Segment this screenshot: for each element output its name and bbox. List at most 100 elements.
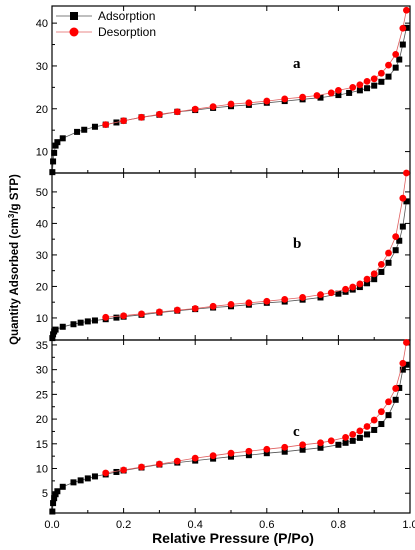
adsorption-point bbox=[52, 142, 59, 149]
x-tick-label: 0.0 bbox=[44, 519, 59, 531]
desorption-point bbox=[191, 105, 199, 113]
panel-label-c: c bbox=[293, 424, 300, 440]
adsorption-point bbox=[335, 441, 342, 448]
desorption-point bbox=[399, 194, 407, 202]
desorption-point bbox=[327, 89, 335, 97]
y-tick-label: 10 bbox=[36, 147, 48, 159]
desorption-point bbox=[299, 294, 306, 301]
y-tick-label: 30 bbox=[36, 61, 48, 73]
legend-label-desorption: Desorption bbox=[98, 25, 156, 39]
desorption-point bbox=[138, 113, 145, 121]
desorption-point bbox=[317, 439, 324, 447]
adsorption-point bbox=[378, 421, 385, 428]
chart-legend: Adsorption Desorption bbox=[56, 9, 156, 39]
adsorption-point bbox=[70, 479, 77, 486]
y-tick-label: 20 bbox=[36, 281, 48, 293]
desorption-point bbox=[299, 441, 306, 449]
desorption-point bbox=[227, 300, 235, 308]
desorption-point bbox=[377, 408, 385, 416]
adsorption-point bbox=[113, 314, 120, 321]
desorption-point bbox=[281, 295, 289, 303]
x-tick-label: 1.0 bbox=[402, 519, 415, 531]
y-axis-title: Quantity Adsorbed (cm3/g STP) bbox=[7, 174, 21, 345]
desorption-point bbox=[227, 100, 235, 108]
legend-label-adsorption: Adsorption bbox=[98, 9, 155, 23]
adsorption-point bbox=[54, 139, 61, 146]
desorption-point bbox=[209, 103, 217, 111]
y-tick-label: 20 bbox=[36, 414, 48, 426]
adsorption-point bbox=[396, 56, 403, 63]
desorption-point bbox=[327, 289, 335, 297]
desorption-point bbox=[263, 445, 271, 453]
adsorption-point bbox=[371, 82, 378, 89]
desorption-point bbox=[342, 285, 349, 293]
adsorption-point bbox=[385, 412, 392, 419]
adsorption-point bbox=[346, 89, 353, 96]
panel-a: 10 20 30 40 a bbox=[36, 5, 411, 176]
adsorption-point bbox=[77, 319, 84, 326]
panel-frame bbox=[51, 339, 411, 514]
adsorption-point bbox=[91, 123, 98, 130]
adsorption-point bbox=[49, 508, 56, 515]
adsorption-point bbox=[51, 495, 58, 502]
adsorption-point bbox=[399, 41, 406, 48]
adsorption-point bbox=[403, 198, 410, 205]
desorption-point bbox=[349, 83, 357, 91]
adsorption-point bbox=[385, 73, 392, 80]
adsorption-point bbox=[263, 450, 270, 457]
desorption-point bbox=[263, 297, 271, 305]
adsorption-point bbox=[49, 169, 56, 176]
adsorption-point bbox=[54, 488, 61, 495]
desorption-point bbox=[138, 463, 145, 471]
adsorption-point bbox=[356, 434, 363, 441]
desorption-point bbox=[370, 416, 378, 424]
y-tick-label: 40 bbox=[36, 218, 48, 230]
adsorption-point bbox=[113, 468, 120, 475]
y-tick-label: 10 bbox=[36, 464, 48, 476]
desorption-point bbox=[370, 75, 378, 83]
adsorption-point bbox=[51, 149, 58, 156]
adsorption-point bbox=[84, 318, 91, 325]
adsorption-point bbox=[228, 453, 234, 460]
x-axis-title: Relative Pressure (P/Po) bbox=[152, 530, 314, 546]
adsorption-point bbox=[392, 396, 399, 403]
desorption-point bbox=[263, 97, 271, 105]
adsorption-point bbox=[378, 268, 385, 275]
adsorption-point bbox=[299, 446, 306, 453]
adsorption-point bbox=[403, 361, 410, 368]
panel-c: 5 10 15 20 25 30 35 c bbox=[36, 339, 411, 515]
y-tick-label: 20 bbox=[36, 104, 48, 116]
adsorption-point bbox=[364, 431, 371, 438]
desorption-point bbox=[191, 305, 199, 312]
desorption-point bbox=[102, 121, 110, 129]
adsorption-point bbox=[399, 366, 406, 373]
legend-desorption-marker bbox=[69, 27, 79, 37]
desorption-point bbox=[245, 299, 253, 307]
desorption-point bbox=[392, 233, 400, 241]
adsorption-point bbox=[77, 477, 84, 484]
desorption-point bbox=[363, 423, 371, 430]
desorption-point bbox=[138, 310, 145, 318]
desorption-line bbox=[105, 172, 407, 318]
adsorption-point bbox=[70, 321, 77, 328]
adsorption-point bbox=[81, 126, 88, 133]
adsorption-point bbox=[84, 475, 91, 482]
legend-adsorption-marker bbox=[70, 12, 78, 20]
desorption-point bbox=[120, 312, 127, 320]
desorption-point bbox=[120, 466, 127, 474]
adsorption-point bbox=[335, 290, 342, 297]
y-tick-label: 10 bbox=[36, 313, 48, 325]
desorption-point bbox=[102, 469, 110, 477]
desorption-point bbox=[356, 280, 364, 288]
y-tick-label: 35 bbox=[36, 340, 48, 352]
desorption-point bbox=[385, 249, 392, 257]
desorption-point bbox=[403, 6, 410, 14]
desorption-point bbox=[327, 437, 335, 445]
x-tick-label: 0.6 bbox=[259, 519, 274, 531]
adsorption-point bbox=[356, 87, 363, 94]
y-tick-label: 25 bbox=[36, 389, 48, 401]
desorption-point bbox=[377, 260, 385, 268]
desorption-point bbox=[385, 61, 392, 69]
chart-panels: 10 20 30 40 a 10 20 30 40 50 b 5 10 15 20 25 30 35 c 0.0 0.2… bbox=[36, 5, 415, 531]
